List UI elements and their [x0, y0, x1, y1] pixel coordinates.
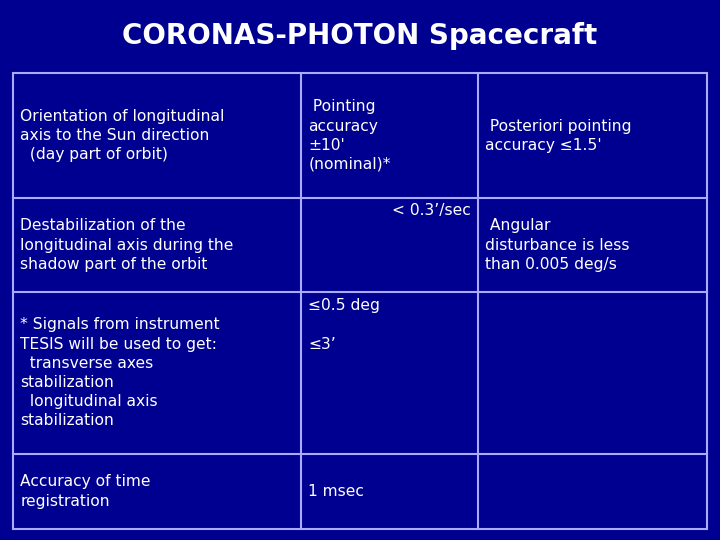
- Text: < 0.3’/sec: < 0.3’/sec: [392, 202, 471, 218]
- Text: Accuracy of time
registration: Accuracy of time registration: [20, 475, 150, 509]
- Text: 1 msec: 1 msec: [308, 484, 364, 499]
- Text: Orientation of longitudinal
axis to the Sun direction
  (day part of orbit): Orientation of longitudinal axis to the …: [20, 109, 225, 163]
- Text: CORONAS-PHOTON Spacecraft: CORONAS-PHOTON Spacecraft: [122, 23, 598, 50]
- Text: Posteriori pointing
accuracy ≤1.5': Posteriori pointing accuracy ≤1.5': [485, 119, 631, 153]
- Text: ≤0.5 deg

≤3’: ≤0.5 deg ≤3’: [308, 299, 380, 352]
- Text: Pointing
accuracy
±10'
(nominal)*: Pointing accuracy ±10' (nominal)*: [308, 99, 391, 172]
- Bar: [13, 73, 707, 529]
- Text: Angular
disturbance is less
than 0.005 deg/s: Angular disturbance is less than 0.005 d…: [485, 219, 630, 272]
- Text: Destabilization of the
longitudinal axis during the
shadow part of the orbit: Destabilization of the longitudinal axis…: [20, 219, 233, 272]
- Text: * Signals from instrument
TESIS will be used to get:
  transverse axes
stabiliza: * Signals from instrument TESIS will be …: [20, 318, 220, 428]
